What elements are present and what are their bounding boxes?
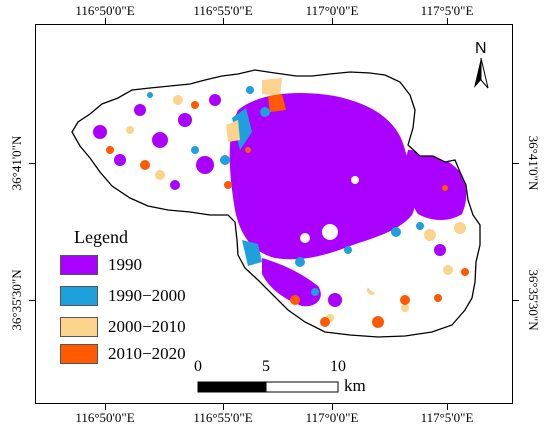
graticule-tick bbox=[29, 163, 35, 164]
legend-swatch bbox=[60, 255, 98, 275]
urban-1990-south bbox=[262, 258, 321, 307]
graticule-tick bbox=[332, 404, 333, 410]
legend-title: Legend bbox=[74, 227, 128, 247]
graticule-tick bbox=[105, 404, 106, 410]
legend-item: 2000−2010 bbox=[60, 316, 186, 338]
scale-tick-label: 5 bbox=[262, 358, 270, 375]
graticule-tick bbox=[223, 18, 224, 24]
coord-label-bottom: 116°50'0"E bbox=[75, 410, 135, 425]
legend-swatch bbox=[60, 286, 98, 306]
legend-label: 2000−2010 bbox=[108, 317, 186, 336]
scale-unit: km bbox=[344, 376, 366, 395]
legend-item: 1990−2000 bbox=[60, 285, 186, 307]
scale-tick-label: 10 bbox=[330, 358, 346, 375]
legend-label: 1990 bbox=[108, 255, 142, 274]
coord-label-bottom: 117°5'0"E bbox=[420, 410, 474, 425]
legend-label: 2010−2020 bbox=[108, 344, 186, 363]
graticule-tick bbox=[105, 18, 106, 24]
legend-swatch bbox=[60, 344, 98, 364]
legend-swatch bbox=[60, 317, 98, 337]
legend-item: 1990 bbox=[60, 254, 142, 276]
legend-label: 1990−2000 bbox=[108, 286, 186, 305]
graticule-tick bbox=[447, 18, 448, 24]
coord-label-top: 116°55'0"E bbox=[193, 3, 253, 18]
coord-label-top: 116°50'0"E bbox=[75, 3, 135, 18]
region-fill bbox=[72, 70, 480, 337]
scale-tick-label: 0 bbox=[194, 358, 202, 375]
north-arrow-icon bbox=[474, 57, 489, 89]
north-label: N bbox=[475, 40, 487, 57]
graticule-tick bbox=[223, 404, 224, 410]
graticule-tick bbox=[513, 163, 519, 164]
coord-label-top: 117°5'0"E bbox=[420, 3, 474, 18]
graticule-tick bbox=[29, 300, 35, 301]
legend-item: 2010−2020 bbox=[60, 343, 186, 365]
urban-1990-east bbox=[405, 150, 467, 220]
graticule-tick bbox=[332, 18, 333, 24]
graticule-tick bbox=[513, 300, 519, 301]
coord-label-top: 117°0'0"E bbox=[305, 3, 359, 18]
coord-label-bottom: 117°0'0"E bbox=[305, 410, 359, 425]
scale-bar bbox=[197, 381, 339, 393]
district-boundary bbox=[71, 69, 481, 338]
coord-label-bottom: 116°55'0"E bbox=[193, 410, 253, 425]
graticule-tick bbox=[447, 404, 448, 410]
urban-1990-core bbox=[229, 92, 416, 260]
